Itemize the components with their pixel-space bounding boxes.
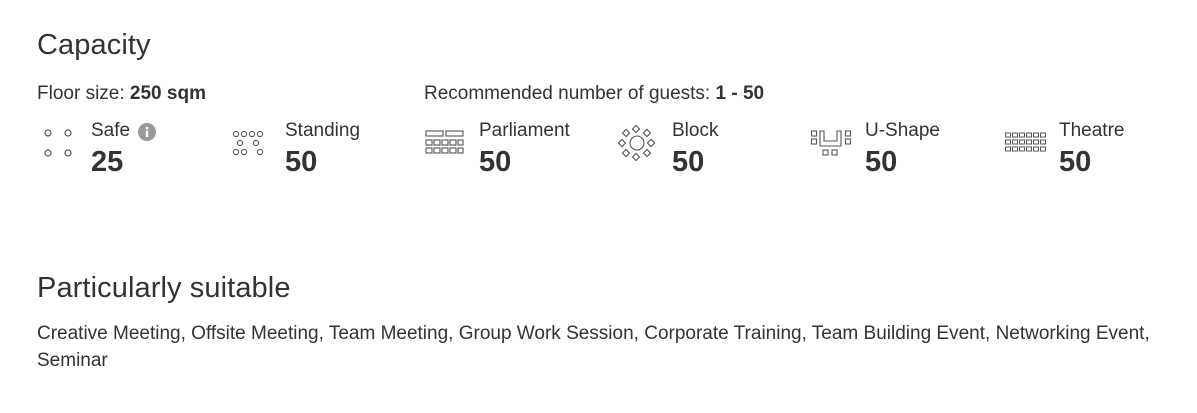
layout-safe: Safe 25 — [44, 120, 234, 182]
layout-value: 25 — [91, 146, 124, 178]
block-layout-icon — [618, 125, 656, 161]
layout-name: Block — [672, 120, 719, 141]
theatre-layout-icon — [1005, 132, 1046, 152]
layout-theatre: Theatre 50 — [1005, 120, 1195, 182]
parliament-layout-icon — [425, 130, 464, 154]
u-shape-layout-icon — [811, 130, 852, 156]
layout-value: 50 — [865, 146, 898, 178]
floor-size: Floor size: 250 sqm — [37, 83, 206, 105]
suitable-event-types: Creative Meeting, Offsite Meeting, Team … — [37, 323, 1150, 371]
standing-layout-icon — [232, 130, 264, 156]
safe-layout-icon — [44, 129, 72, 157]
recommended-guests-label: Recommended number of guests: — [424, 83, 711, 104]
recommended-guests-value: 1 - 50 — [715, 83, 765, 104]
layout-name: Standing — [285, 120, 361, 141]
suitable-title: Particularly suitable — [37, 272, 291, 304]
layout-u-shape: U-Shape 50 — [811, 120, 1001, 182]
layout-name: U-Shape — [865, 120, 940, 141]
floor-size-value: 250 sqm — [129, 83, 206, 104]
capacity-title: Capacity — [37, 29, 151, 61]
floor-size-label: Floor size: — [37, 83, 125, 104]
layout-parliament: Parliament 50 — [425, 120, 615, 182]
layout-name: Parliament — [479, 120, 570, 141]
layout-name: Safe — [91, 120, 131, 141]
layout-block: Block 50 — [618, 120, 808, 182]
layout-value: 50 — [1059, 146, 1092, 178]
layout-name: Theatre — [1059, 120, 1125, 141]
layout-standing: Standing 50 — [231, 120, 421, 182]
layout-value: 50 — [672, 146, 705, 178]
recommended-guests: Recommended number of guests: 1 - 50 — [424, 83, 764, 105]
layout-value: 50 — [285, 146, 318, 178]
layout-value: 50 — [479, 146, 512, 178]
info-icon[interactable] — [138, 123, 156, 141]
